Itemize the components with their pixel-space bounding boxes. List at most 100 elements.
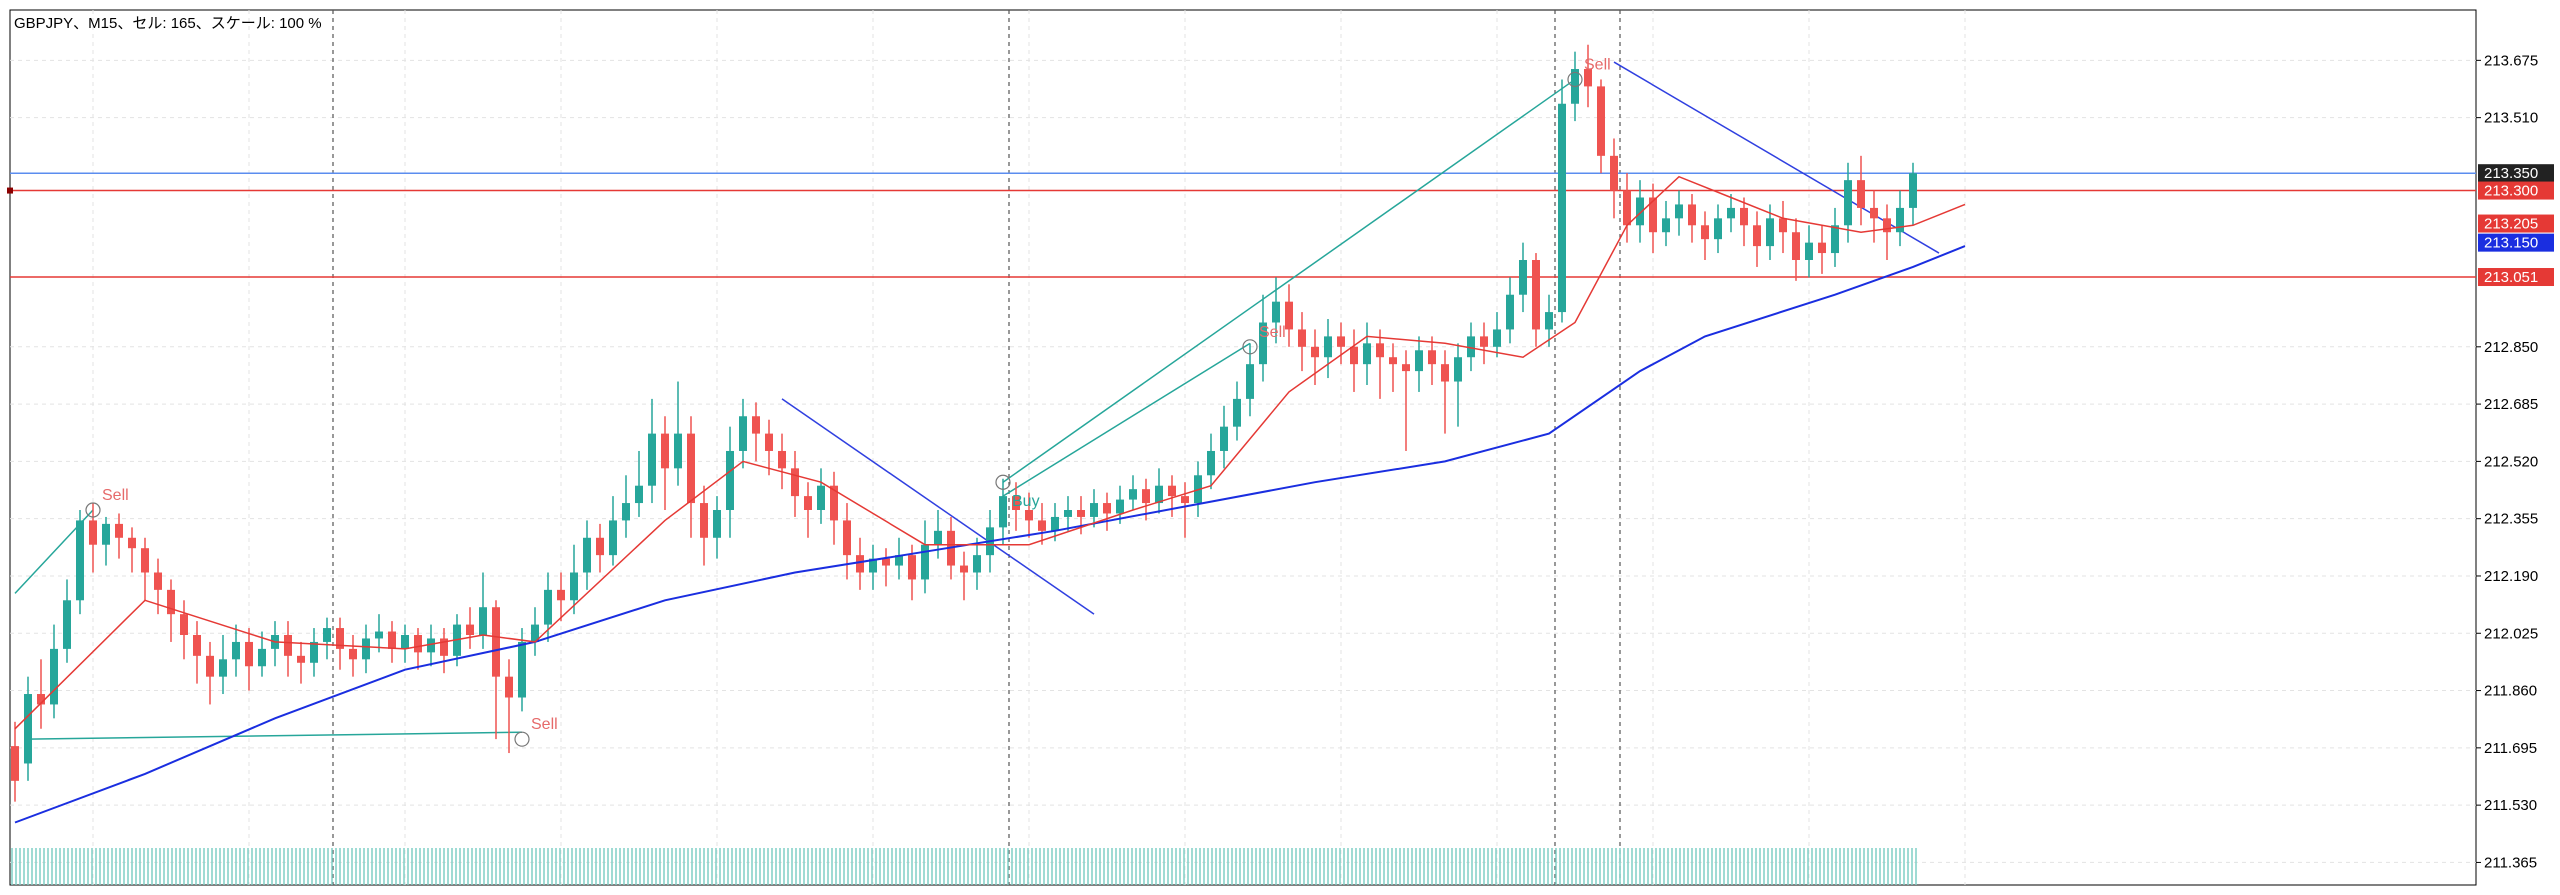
candle-body [258,648,266,667]
candle-body [50,648,58,705]
candle-89 [1168,475,1176,517]
candle-body [1480,336,1488,347]
candle-114 [1493,312,1501,358]
candle-body [1493,329,1501,347]
candle-body [1168,485,1176,497]
candle-body [1857,180,1865,208]
candle-127 [1662,200,1670,247]
moving-averages [14,175,1966,824]
hline-label-1: 213.300 [2478,181,2554,200]
candle-body [1831,225,1839,254]
candle-50 [661,416,669,510]
price-axis: 213.675 213.510 212.850 212.685 212.520 212.3… [2476,52,2538,871]
candle-112 [1467,322,1475,372]
candle-body [1610,155,1618,191]
trend-line-3[interactable] [27,731,523,740]
signal-sell-3: Sell [1242,324,1286,355]
candle-14 [193,621,201,684]
candle-140 [1831,207,1839,267]
candle-32 [427,624,435,667]
candle-74 [973,537,981,590]
trend-lines[interactable] [14,61,1940,740]
signal-sell-0: Sell [85,487,129,518]
candle-body [1545,312,1553,330]
signal-marker-icon [514,731,530,747]
candle-52 [687,416,695,538]
candle-body [804,496,812,510]
horizontal-lines[interactable] [7,172,2476,278]
candle-7 [102,516,110,566]
volume-bars [11,848,1917,885]
candle-40 [531,607,539,656]
candle-15 [206,641,214,705]
candle-body [661,433,669,469]
price-badge-text: 213.300 [2484,183,2538,200]
axis-tick-label-8: 211.860 [2484,683,2537,700]
price-badge [2478,268,2554,287]
price-label-0: 213.205 [2478,214,2554,233]
candle-body [1363,343,1371,365]
candle-body [1727,207,1735,219]
candle-body [1909,173,1917,208]
trend-line-5[interactable] [1002,342,1251,497]
axis-tick-label-4: 212.520 [2484,453,2538,470]
candle-78 [1025,492,1033,538]
candle-1 [24,676,32,781]
candle-111 [1454,343,1462,427]
candle-45 [596,523,604,573]
candle-31 [414,628,422,670]
plot-border [9,9,2477,886]
candle-body [1142,489,1150,504]
candle-body [323,628,331,642]
candle-body [648,433,656,486]
candle-body [1272,301,1280,323]
candle-42 [557,572,565,622]
candle-body [1584,69,1592,87]
candle-92 [1207,433,1215,490]
candle-body [1246,364,1254,399]
candle-body [232,641,240,660]
candle-body [1597,86,1605,156]
grid [10,10,2476,885]
candle-body [1844,180,1852,226]
candle-36 [479,572,487,649]
candle-body [1376,343,1384,358]
candle-body [531,624,539,642]
candle-body [726,450,734,510]
candle-30 [401,624,409,663]
candle-103 [1350,329,1358,392]
signals: Sell Sell Buy Sell Sell [85,56,1611,747]
candle-110 [1441,350,1449,434]
candle-body [24,694,32,764]
axis-tick-label-10: 211.530 [2484,797,2537,814]
signal-label: Sell [102,487,129,504]
candle-body [1103,503,1111,514]
candle-body [1298,329,1306,347]
candle-85 [1116,485,1124,524]
period-separators [332,10,1621,885]
axis-tick-label-6: 212.190 [2484,568,2538,585]
candle-18 [245,628,253,691]
candle-113 [1480,322,1488,365]
candle-body [856,555,864,573]
candle-body [934,530,942,545]
candle-body [1181,496,1189,504]
trend-line-0[interactable] [781,398,1095,615]
candle-body [336,628,344,649]
candle-body [1389,357,1397,365]
candle-body [440,638,448,656]
axis-tick-label-3: 212.685 [2484,396,2538,413]
candle-body [921,544,929,580]
trend-line-4[interactable] [1002,78,1576,483]
candle-body [843,520,851,556]
candle-body [1675,204,1683,219]
candle-116 [1519,242,1527,313]
candle-body [466,624,474,635]
candle-body [1818,242,1826,254]
candle-108 [1415,336,1423,392]
candle-body [1662,218,1670,233]
candle-body [869,558,877,573]
